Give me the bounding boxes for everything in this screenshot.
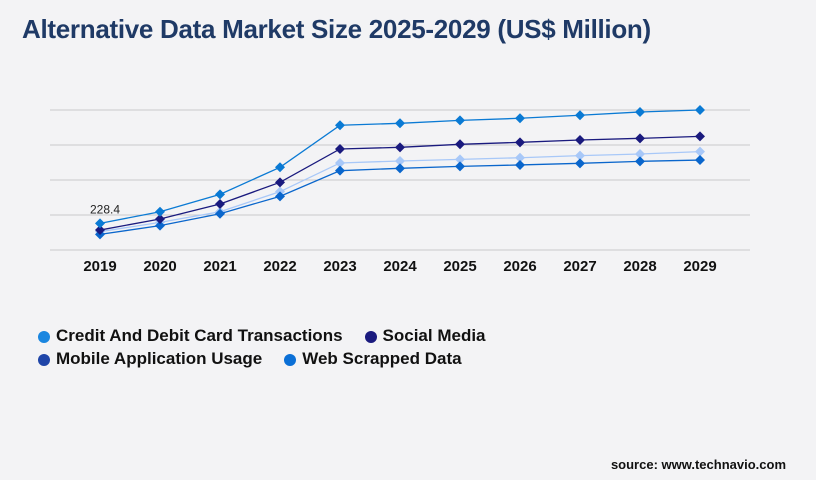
x-tick-label: 2026 bbox=[503, 258, 536, 275]
x-tick-label: 2020 bbox=[143, 258, 176, 275]
x-tick-label: 2025 bbox=[443, 258, 476, 275]
legend-row: Mobile Application Usage Web Scrapped Dat… bbox=[38, 347, 508, 370]
legend-item: Web Scrapped Data bbox=[284, 348, 462, 369]
data-point bbox=[95, 218, 105, 229]
data-point bbox=[635, 106, 645, 117]
data-point bbox=[335, 120, 345, 131]
data-point bbox=[275, 162, 285, 173]
legend-item: Social Media bbox=[364, 325, 486, 346]
x-tick-label: 2022 bbox=[263, 258, 296, 275]
x-tick-label: 2028 bbox=[623, 258, 656, 275]
data-point bbox=[695, 105, 705, 115]
data-point bbox=[635, 133, 645, 144]
chart-title: Alternative Data Market Size 2025-2029 (… bbox=[22, 14, 651, 44]
data-point bbox=[155, 206, 165, 217]
data-point bbox=[395, 163, 405, 174]
data-point bbox=[455, 161, 465, 172]
legend-label: Credit And Debit Card Transactions bbox=[56, 325, 343, 345]
legend: Credit And Debit Card Transactions Social… bbox=[38, 324, 508, 370]
data-point bbox=[275, 191, 285, 202]
data-point bbox=[395, 142, 405, 153]
x-tick-label: 2024 bbox=[383, 258, 417, 275]
data-point bbox=[515, 137, 525, 148]
source-text: source: www.technavio.com bbox=[610, 457, 786, 472]
data-point bbox=[395, 155, 405, 166]
legend-label: Social Media bbox=[382, 325, 486, 345]
data-point bbox=[515, 113, 525, 124]
legend-label: Mobile Application Usage bbox=[56, 348, 263, 368]
data-point bbox=[215, 189, 225, 200]
legend-marker-icon bbox=[364, 331, 377, 343]
data-point bbox=[335, 157, 345, 168]
data-point bbox=[575, 150, 585, 161]
line-chart: 2019 2020 2021 2022 2023 2024 2025 2026 2027 2028… bbox=[50, 105, 750, 275]
x-tick-label: 2023 bbox=[323, 258, 356, 275]
data-point bbox=[215, 208, 225, 219]
data-point bbox=[455, 139, 465, 150]
data-label: 228.4 bbox=[90, 202, 120, 216]
data-point bbox=[95, 225, 105, 236]
data-point bbox=[575, 158, 585, 169]
data-point bbox=[695, 146, 705, 157]
x-tick-label: 2029 bbox=[683, 258, 716, 275]
legend-item: Mobile Application Usage bbox=[38, 349, 262, 369]
legend-marker-icon bbox=[38, 331, 50, 343]
data-point bbox=[515, 152, 525, 163]
data-point bbox=[575, 134, 585, 145]
legend-label: Web Scrapped Data bbox=[302, 348, 462, 368]
data-point bbox=[635, 148, 645, 159]
data-point bbox=[455, 154, 465, 165]
legend-marker-icon bbox=[284, 354, 297, 366]
data-point bbox=[395, 118, 405, 129]
x-tick-label: 2027 bbox=[563, 258, 596, 275]
data-point bbox=[275, 177, 285, 188]
data-point bbox=[695, 155, 705, 166]
data-point bbox=[335, 143, 345, 154]
x-tick-label: 2019 bbox=[83, 258, 116, 275]
data-point bbox=[695, 131, 705, 142]
legend-item: Credit And Debit Card Transactions bbox=[38, 326, 343, 346]
x-tick-label: 2021 bbox=[203, 258, 236, 275]
legend-marker-icon bbox=[38, 354, 50, 366]
data-point bbox=[335, 165, 345, 176]
data-point bbox=[635, 156, 645, 167]
data-point bbox=[575, 110, 585, 121]
data-point bbox=[155, 213, 165, 224]
data-point bbox=[455, 115, 465, 126]
legend-row: Credit And Debit Card Transactions Social… bbox=[38, 324, 508, 347]
data-point bbox=[515, 159, 525, 170]
data-point bbox=[215, 199, 225, 210]
data-point bbox=[155, 220, 165, 231]
